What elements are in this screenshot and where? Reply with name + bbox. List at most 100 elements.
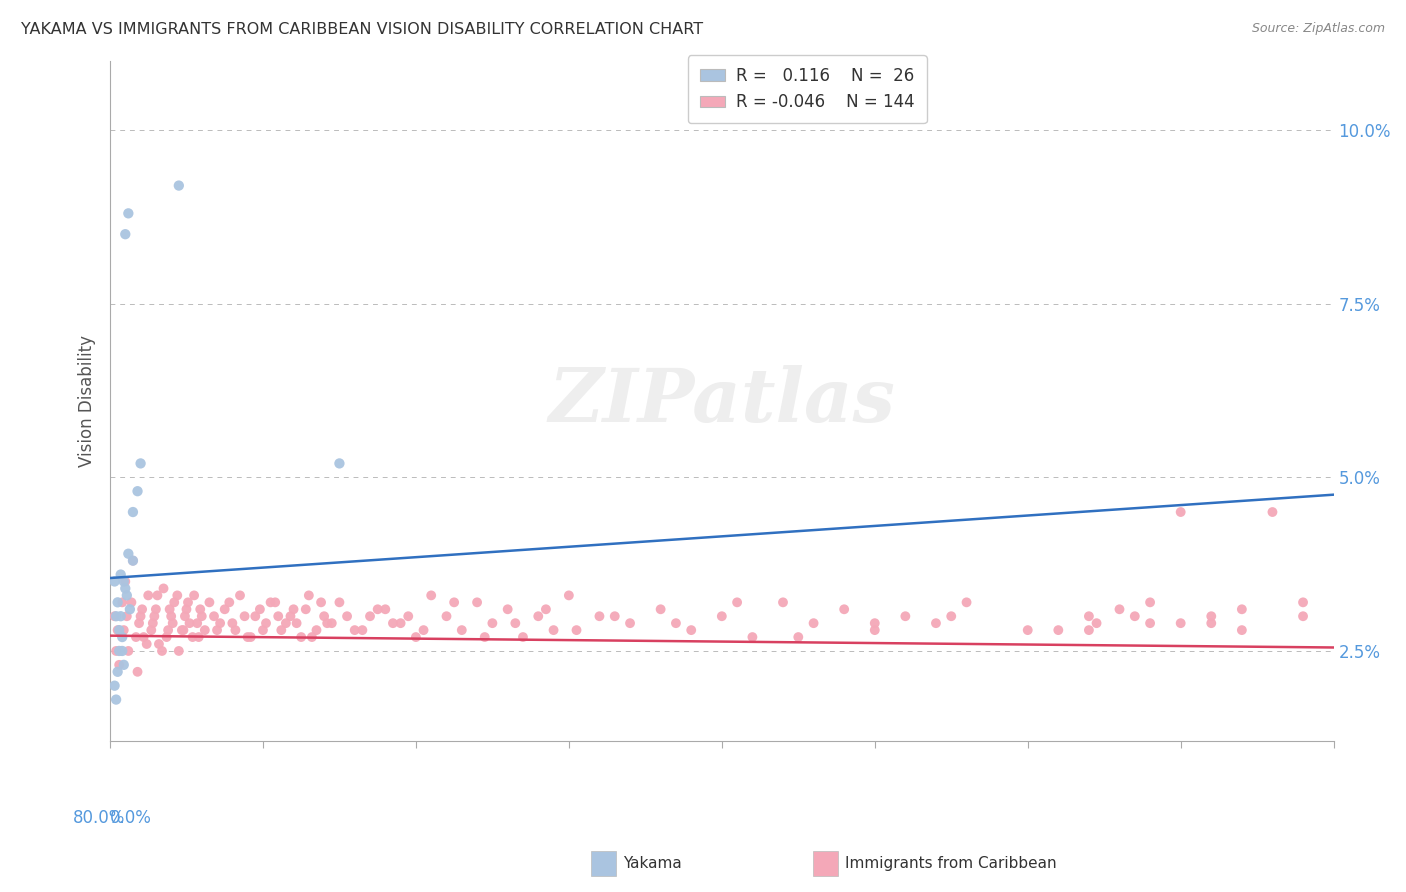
Point: [1261, 505, 1284, 519]
Point: [105, 609, 128, 624]
Point: [301, 630, 323, 644]
Text: 0.0%: 0.0%: [110, 809, 152, 827]
Point: [209, 616, 232, 631]
Point: [179, 616, 201, 631]
Point: [1047, 623, 1070, 637]
Point: [450, 623, 472, 637]
Point: [465, 595, 488, 609]
Point: [224, 623, 246, 637]
Point: [787, 630, 810, 644]
Point: [374, 602, 396, 616]
Point: [129, 609, 152, 624]
Point: [1139, 616, 1161, 631]
Point: [290, 630, 312, 644]
Point: [283, 602, 305, 616]
Point: [588, 609, 610, 624]
Point: [832, 602, 855, 616]
Point: [336, 609, 359, 624]
Point: [1292, 595, 1315, 609]
Point: [389, 616, 412, 631]
Point: [285, 616, 308, 631]
Point: [111, 644, 134, 658]
Point: [352, 623, 374, 637]
Point: [343, 623, 366, 637]
Point: [1170, 616, 1192, 631]
Point: [543, 623, 565, 637]
Legend: R =   0.116    N =  26, R = -0.046    N = 144: R = 0.116 N = 26, R = -0.046 N = 144: [688, 55, 927, 123]
Point: [117, 547, 139, 561]
Point: [359, 609, 381, 624]
Point: [941, 609, 963, 624]
Point: [1085, 616, 1108, 631]
Text: YAKAMA VS IMMIGRANTS FROM CARIBBEAN VISION DISABILITY CORRELATION CHART: YAKAMA VS IMMIGRANTS FROM CARIBBEAN VISI…: [21, 22, 703, 37]
Point: [1139, 595, 1161, 609]
Point: [205, 623, 228, 637]
Point: [1108, 602, 1130, 616]
Text: Yakama: Yakama: [623, 856, 682, 871]
Point: [1230, 602, 1253, 616]
Point: [436, 609, 458, 624]
Point: [316, 616, 339, 631]
Point: [108, 623, 131, 637]
Point: [159, 602, 181, 616]
Point: [955, 595, 977, 609]
Point: [259, 595, 281, 609]
Point: [314, 609, 336, 624]
Point: [132, 630, 155, 644]
Text: Source: ZipAtlas.com: Source: ZipAtlas.com: [1251, 22, 1385, 36]
Point: [131, 602, 153, 616]
Point: [125, 630, 148, 644]
Point: [1170, 505, 1192, 519]
Point: [270, 623, 292, 637]
Point: [252, 623, 274, 637]
Point: [267, 609, 290, 624]
Point: [166, 588, 188, 602]
Point: [188, 602, 211, 616]
Point: [107, 623, 129, 637]
Point: [187, 630, 209, 644]
Point: [527, 609, 550, 624]
Point: [565, 623, 588, 637]
Point: [111, 630, 134, 644]
Point: [127, 484, 149, 499]
Point: [176, 602, 198, 616]
Point: [114, 582, 136, 596]
Point: [412, 623, 434, 637]
Point: [249, 602, 271, 616]
Point: [174, 609, 197, 624]
Point: [381, 616, 404, 631]
Point: [328, 457, 350, 471]
Point: [191, 609, 214, 624]
Point: [305, 623, 328, 637]
Point: [120, 595, 142, 609]
Point: [321, 616, 343, 631]
Point: [118, 602, 141, 616]
Point: [146, 588, 169, 602]
Point: [114, 574, 136, 589]
Point: [1123, 609, 1146, 624]
Point: [152, 582, 174, 596]
Point: [280, 609, 302, 624]
Point: [112, 623, 135, 637]
Point: [710, 609, 733, 624]
Point: [496, 602, 519, 616]
Text: Immigrants from Caribbean: Immigrants from Caribbean: [845, 856, 1057, 871]
Point: [1230, 623, 1253, 637]
Point: [112, 657, 135, 672]
Point: [505, 616, 527, 631]
Point: [177, 595, 200, 609]
Point: [103, 609, 125, 624]
Point: [254, 616, 277, 631]
Point: [136, 588, 159, 602]
Point: [157, 623, 180, 637]
Point: [117, 206, 139, 220]
Point: [245, 609, 267, 624]
Point: [148, 637, 170, 651]
Point: [105, 692, 128, 706]
Point: [229, 588, 252, 602]
Point: [367, 602, 389, 616]
Text: ZIPatlas: ZIPatlas: [548, 365, 896, 437]
Point: [183, 588, 205, 602]
Point: [1077, 623, 1099, 637]
Point: [233, 609, 256, 624]
